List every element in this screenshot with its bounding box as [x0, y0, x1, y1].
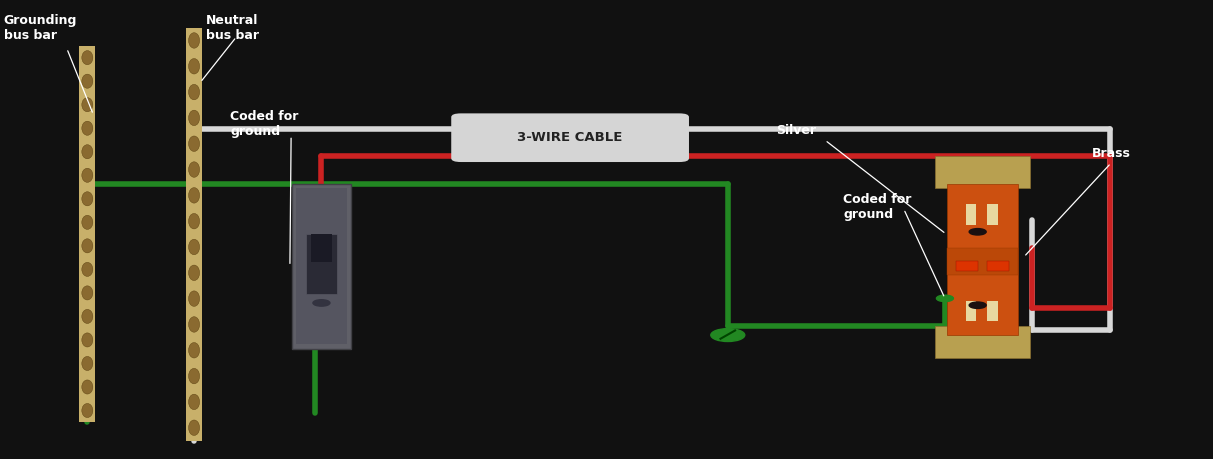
Text: Coded for
ground: Coded for ground	[230, 110, 298, 138]
Ellipse shape	[188, 33, 200, 48]
Ellipse shape	[188, 239, 200, 255]
Bar	[187, 28, 201, 441]
Ellipse shape	[81, 192, 93, 206]
Ellipse shape	[188, 291, 200, 307]
Ellipse shape	[188, 342, 200, 358]
Circle shape	[313, 300, 330, 306]
Ellipse shape	[81, 263, 93, 276]
Circle shape	[936, 295, 953, 302]
Ellipse shape	[81, 74, 93, 88]
FancyBboxPatch shape	[451, 113, 689, 162]
Bar	[311, 234, 332, 262]
Bar	[987, 301, 998, 321]
Ellipse shape	[188, 188, 200, 203]
Ellipse shape	[188, 368, 200, 384]
Ellipse shape	[81, 98, 93, 112]
Ellipse shape	[188, 420, 200, 436]
Bar	[966, 301, 976, 321]
Ellipse shape	[81, 215, 93, 230]
Bar	[947, 248, 1018, 275]
Ellipse shape	[188, 317, 200, 332]
Bar	[947, 184, 1018, 335]
Ellipse shape	[81, 380, 93, 394]
Ellipse shape	[188, 213, 200, 229]
Ellipse shape	[81, 286, 93, 300]
Text: Neutral
bus bar: Neutral bus bar	[206, 14, 260, 42]
Bar	[966, 204, 976, 225]
Ellipse shape	[188, 84, 200, 100]
Text: 3-WIRE CABLE: 3-WIRE CABLE	[518, 131, 622, 144]
Ellipse shape	[81, 168, 93, 182]
Ellipse shape	[81, 145, 93, 159]
Bar	[306, 234, 337, 294]
Bar	[935, 156, 1030, 188]
Bar	[987, 204, 998, 225]
Ellipse shape	[188, 162, 200, 177]
Ellipse shape	[188, 110, 200, 126]
Ellipse shape	[188, 265, 200, 280]
Ellipse shape	[81, 333, 93, 347]
Bar	[292, 184, 351, 349]
Ellipse shape	[81, 356, 93, 370]
Text: Grounding
bus bar: Grounding bus bar	[4, 14, 76, 42]
Text: Silver: Silver	[776, 124, 816, 137]
Circle shape	[969, 229, 986, 235]
Ellipse shape	[188, 394, 200, 410]
Ellipse shape	[81, 121, 93, 135]
Ellipse shape	[81, 309, 93, 324]
Ellipse shape	[81, 50, 93, 65]
Text: Coded for
ground: Coded for ground	[843, 193, 911, 221]
Text: Brass: Brass	[1092, 147, 1131, 160]
Bar	[296, 188, 347, 344]
Circle shape	[969, 302, 986, 308]
Ellipse shape	[81, 239, 93, 253]
Ellipse shape	[81, 403, 93, 418]
Circle shape	[711, 329, 745, 341]
Ellipse shape	[188, 136, 200, 151]
Bar	[956, 261, 978, 271]
Bar	[79, 46, 95, 422]
Bar	[987, 261, 1009, 271]
Ellipse shape	[188, 58, 200, 74]
Bar	[935, 326, 1030, 358]
